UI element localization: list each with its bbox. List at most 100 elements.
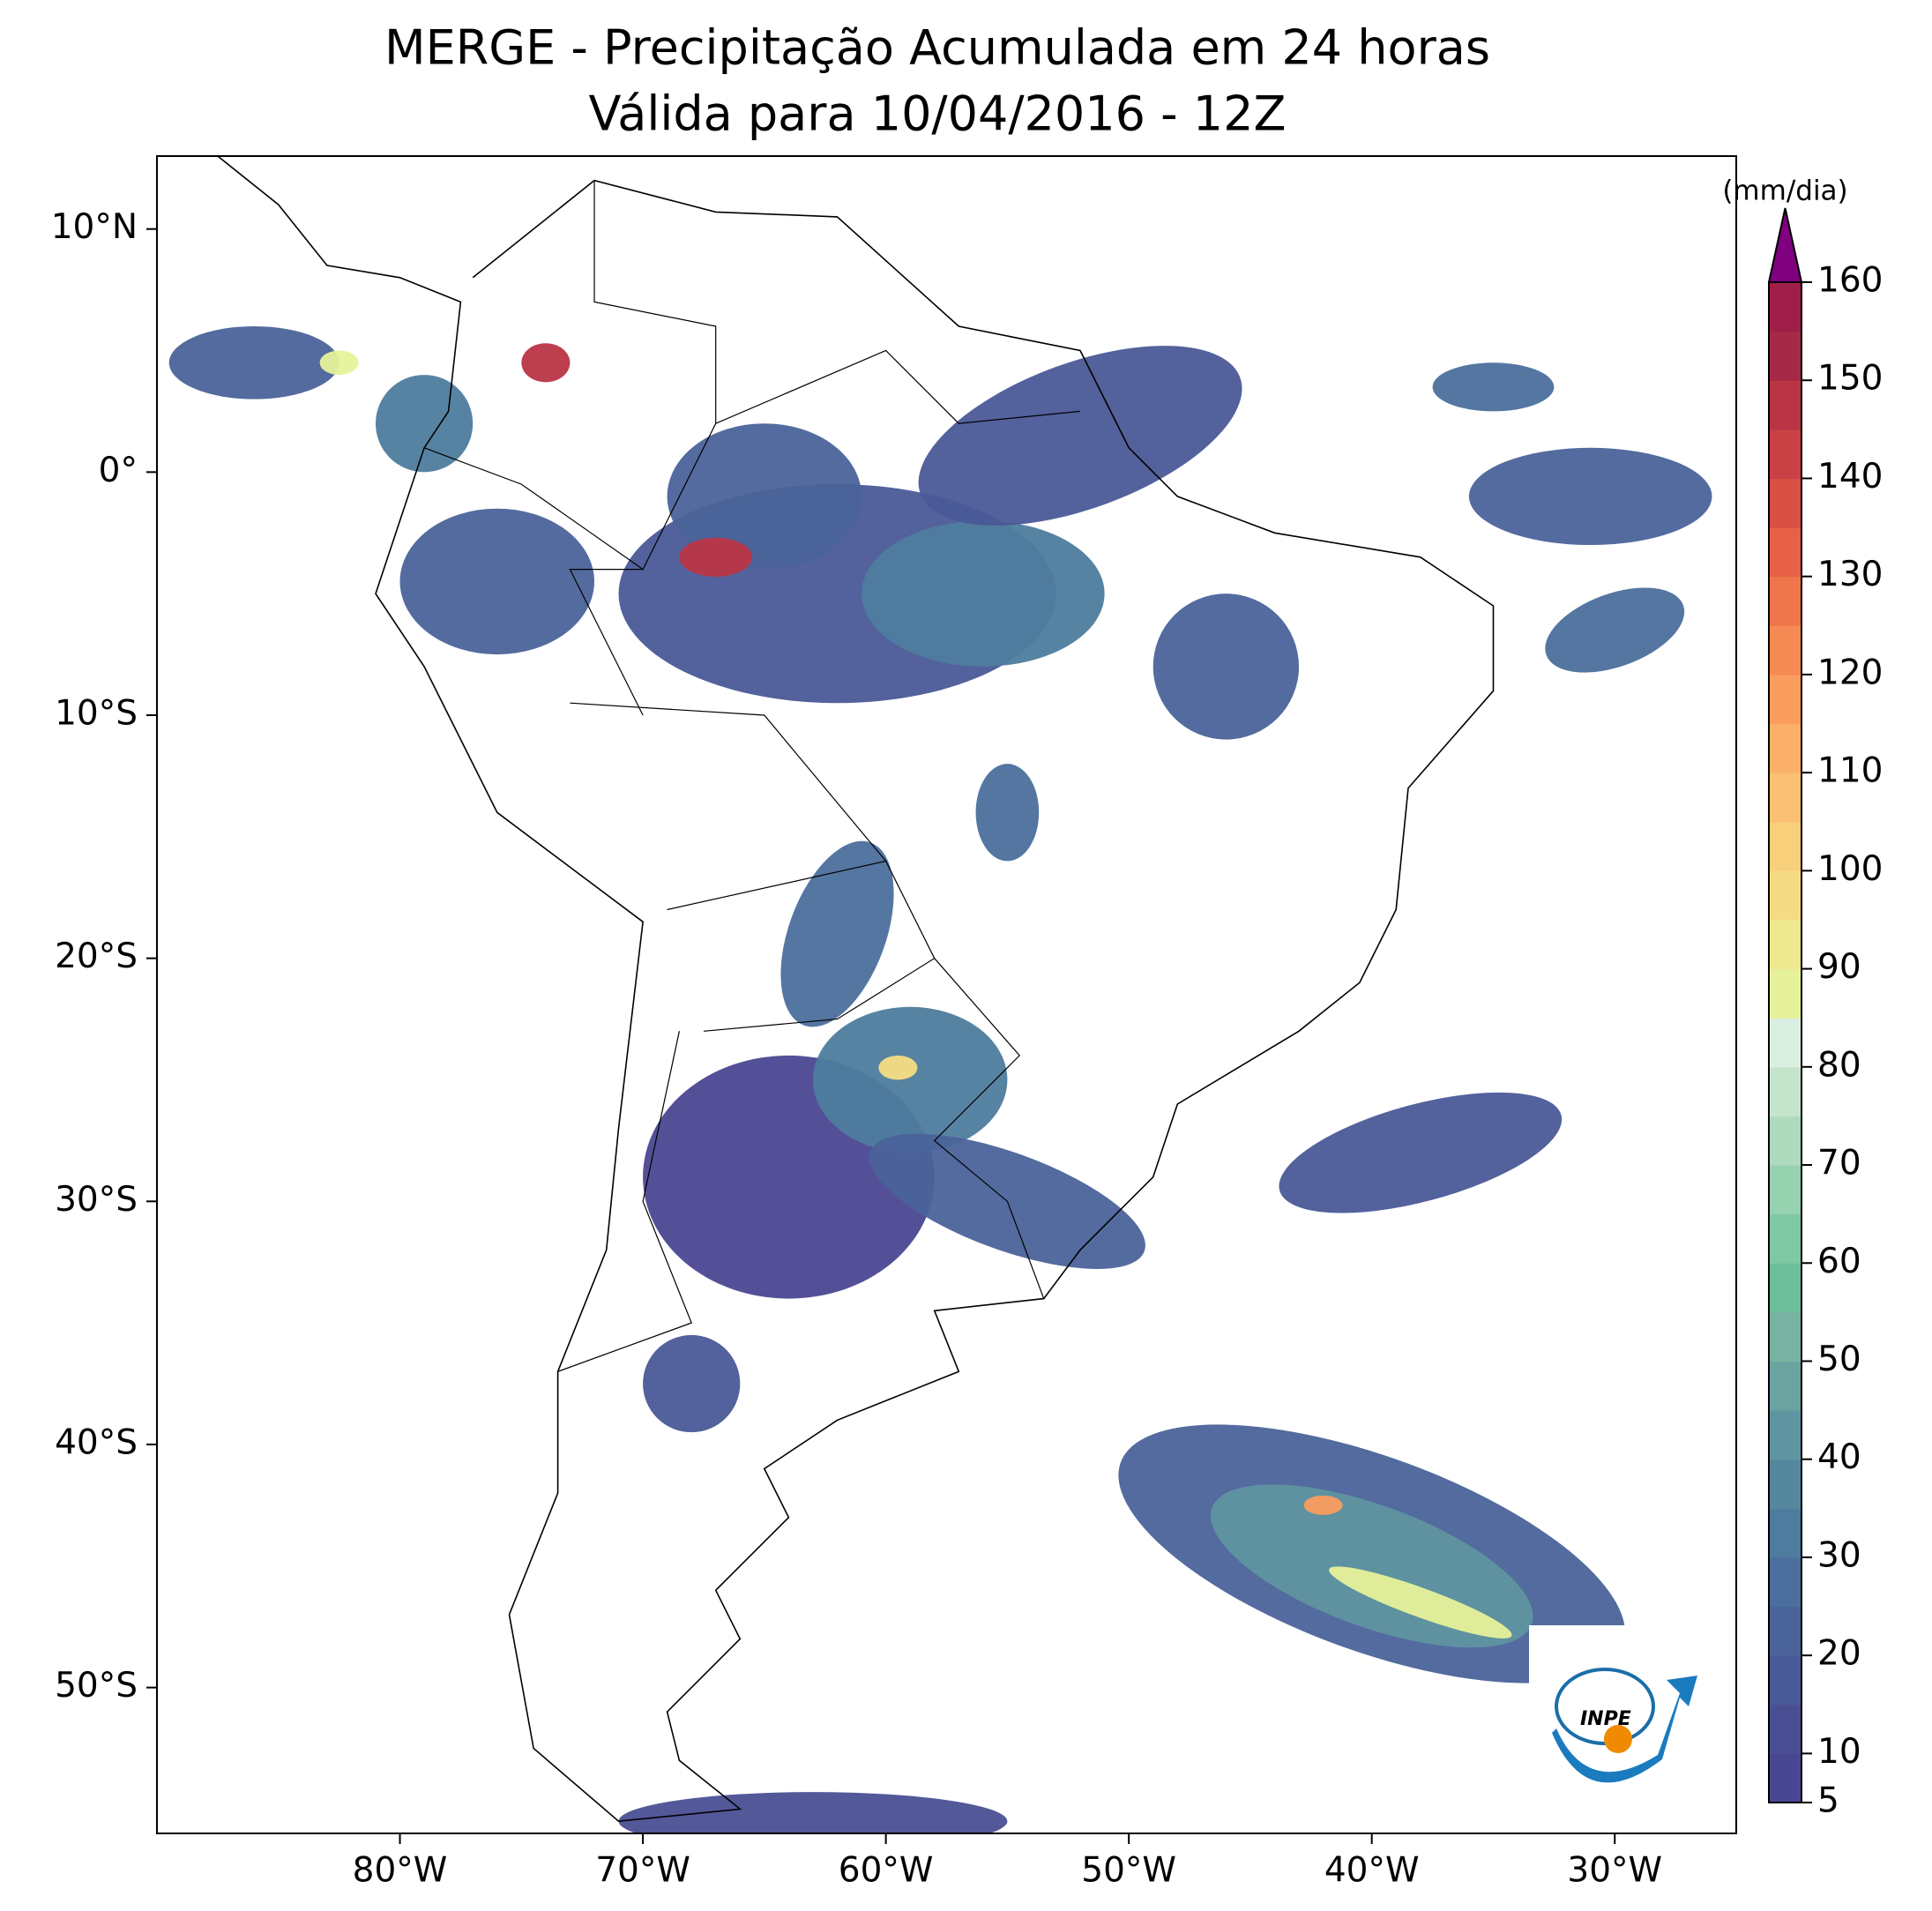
precipitation-area [1279, 1092, 1563, 1213]
colorbar-label: (mm/dia) [1722, 175, 1847, 207]
precipitation-area [618, 1792, 1008, 1833]
y-tick-label: 10°S [55, 694, 138, 734]
colorbar-tick-label: 120 [1817, 653, 1883, 692]
precipitation-area [1152, 593, 1300, 740]
color-band [1769, 527, 1801, 578]
colorbar-tick-label: 50 [1817, 1340, 1861, 1379]
precipitation-area [643, 1334, 741, 1433]
colorbar-tick-label: 40 [1817, 1437, 1861, 1477]
color-band [1769, 1655, 1801, 1706]
coastline [215, 156, 1495, 1823]
colorbar-extend [1767, 207, 1803, 283]
color-band [1769, 723, 1801, 773]
precipitation-area [780, 840, 894, 1027]
precipitation-area [1329, 1566, 1512, 1639]
x-tick-label: 40°W [1324, 1851, 1420, 1891]
color-band [1769, 1361, 1801, 1411]
logo-box [1529, 1625, 1719, 1826]
precipitation-area [812, 1006, 1008, 1153]
color-band [1769, 1508, 1801, 1558]
y-tick-label: 30°S [55, 1180, 138, 1220]
color-band [1769, 1263, 1801, 1313]
logo-sun [1604, 1725, 1632, 1753]
precipitation-area [1303, 1495, 1343, 1515]
precipitation-area [1432, 362, 1555, 412]
color-band [1769, 429, 1801, 480]
precipitation-area [168, 325, 339, 399]
color-band [1769, 1410, 1801, 1460]
color-band [1769, 773, 1801, 823]
color-band [1769, 576, 1801, 626]
color-band [1769, 1753, 1801, 1803]
color-band [1769, 1556, 1801, 1608]
precipitation-area [1468, 447, 1712, 546]
colorbar-tick-label: 10 [1817, 1732, 1861, 1772]
precipitation-area [918, 346, 1242, 526]
colorbar-frame [1768, 281, 1802, 1803]
x-tick-label: 60°W [839, 1851, 934, 1891]
title: MERGE - Precipitação Acumulada em 24 hor… [384, 20, 1490, 76]
border [423, 447, 644, 571]
subtitle: Válida para 10/04/2016 - 12Z [589, 86, 1287, 142]
x-tick-label: 50°W [1081, 1851, 1176, 1891]
color-band [1769, 1704, 1801, 1754]
y-tick-label: 20°S [55, 937, 138, 976]
colorbar-tick-label: 140 [1817, 457, 1883, 496]
color-band [1769, 821, 1801, 871]
x-tick-label: 30°W [1567, 1851, 1662, 1891]
precipitation-area [1545, 587, 1685, 673]
y-tick-label: 40°S [55, 1422, 138, 1462]
color-band [1769, 625, 1801, 676]
color-band [1769, 282, 1801, 332]
color-band [1769, 1213, 1801, 1264]
colorbar-tick-label: 5 [1817, 1781, 1839, 1821]
border [570, 702, 887, 862]
colorbar-tick-label: 100 [1817, 849, 1883, 889]
precipitation-area [399, 508, 594, 655]
map-area [168, 156, 1712, 1833]
colorbar-tick-label: 80 [1817, 1045, 1861, 1085]
plot-frame [156, 155, 1737, 1834]
colorbar-tick-label: 90 [1817, 947, 1861, 987]
colorbar-tick-label: 70 [1817, 1144, 1861, 1183]
precipitation-area [679, 537, 753, 577]
color-band [1769, 1606, 1801, 1656]
precipitation-area [667, 423, 862, 570]
color-band [1769, 968, 1801, 1019]
color-band [1769, 1165, 1801, 1215]
color-band [1769, 674, 1801, 725]
y-tick-label: 0° [99, 451, 138, 490]
color-band [1769, 919, 1801, 970]
logo-arrow [1552, 1676, 1697, 1783]
color-band [1769, 1459, 1801, 1509]
precipitation-area [862, 520, 1105, 667]
colorbar-tick-label: 110 [1817, 751, 1883, 791]
logo-text: INPE [1580, 1708, 1631, 1730]
color-band [1769, 1116, 1801, 1166]
color-band [1769, 1066, 1801, 1117]
colorbar-tick-label: 160 [1817, 261, 1883, 301]
precipitation-area [375, 375, 474, 473]
colorbar-tick-label: 20 [1817, 1634, 1861, 1674]
precipitation-area [975, 764, 1040, 862]
border [933, 958, 1045, 1299]
color-band [1769, 1018, 1801, 1068]
y-tick-label: 10°N [51, 207, 138, 247]
border [593, 180, 717, 424]
colorbar-tick-label: 130 [1817, 555, 1883, 594]
color-band [1769, 1311, 1801, 1362]
color-band [1769, 478, 1801, 528]
colorbar-tick-label: 60 [1817, 1242, 1861, 1281]
precipitation-area [878, 1055, 918, 1080]
color-band [1769, 870, 1801, 921]
color-band [1769, 380, 1801, 430]
logo: INPE [1529, 1625, 1719, 1826]
colorbar-tick-label: 30 [1817, 1535, 1861, 1575]
precipitation-area [319, 350, 359, 376]
color-band [1769, 331, 1801, 381]
border [557, 1031, 692, 1372]
colorbar-tick-label: 150 [1817, 359, 1883, 399]
y-tick-label: 50°S [55, 1666, 138, 1706]
x-tick-label: 70°W [595, 1851, 690, 1891]
